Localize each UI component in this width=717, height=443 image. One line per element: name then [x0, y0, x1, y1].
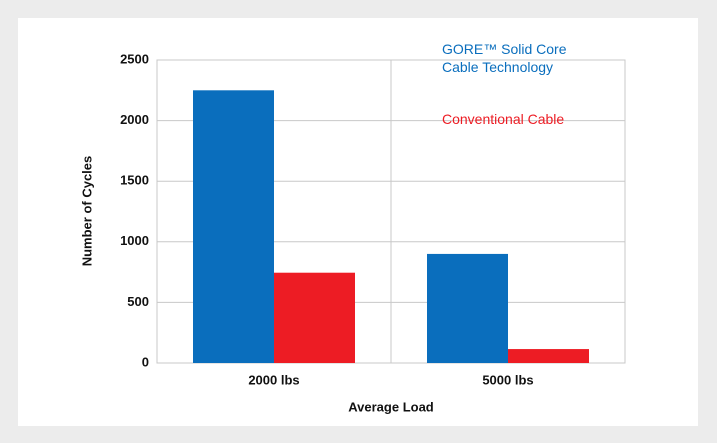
legend-entry: Conventional Cable	[442, 111, 565, 127]
x-tick-label: 2000 lbs	[248, 372, 299, 387]
y-tick-label: 1000	[120, 233, 149, 248]
plot-border	[156, 59, 626, 364]
y-tick-label: 1500	[120, 173, 149, 188]
x-tick-label: 5000 lbs	[482, 372, 533, 387]
y-tick-label: 2000	[120, 112, 149, 127]
y-tick-label: 0	[142, 354, 149, 369]
legend-entry: GORE™ Solid Core Cable Technology	[442, 41, 567, 75]
bar	[274, 272, 355, 363]
y-tick-label: 2500	[120, 51, 149, 66]
y-axis-title: Number of Cycles	[79, 156, 94, 267]
bar	[193, 90, 274, 364]
x-axis-title: Average Load	[348, 399, 434, 414]
bar	[508, 349, 589, 363]
panel	[18, 18, 698, 426]
bar	[427, 253, 508, 363]
y-tick-label: 500	[127, 294, 149, 309]
legend: GORE™ Solid Core Cable Technology Convent…	[442, 40, 582, 162]
